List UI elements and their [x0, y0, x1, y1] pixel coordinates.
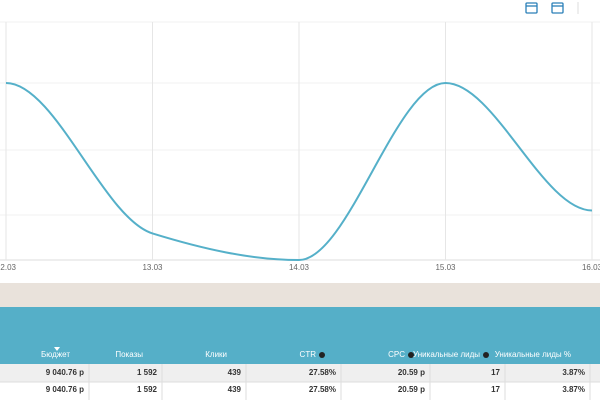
cell: 20.59 р [398, 385, 425, 394]
x-tick-label: 14.03 [289, 263, 310, 272]
chart: 12.03 13.03 14.03 15.03 16.03 [0, 22, 600, 272]
cell: 9 040.76 р [46, 385, 84, 394]
cell: 1 592 [137, 368, 158, 377]
cell: 27.58% [309, 385, 336, 394]
table: Бюджет Показы Клики CTR CPC Уникальные лиды Ун… [41, 350, 591, 400]
cell: 3.87% [562, 385, 585, 394]
column-header: Бюджет [41, 350, 70, 359]
table-header [0, 307, 600, 364]
divider-band [0, 283, 600, 307]
column-header: Уникальные лиды % [495, 350, 571, 359]
help-icon [483, 352, 489, 358]
cell: 439 [228, 368, 242, 377]
line-series [5, 81, 593, 262]
cell: 17 [491, 368, 500, 377]
column-header: CTR [300, 350, 317, 359]
column-header: Показы [115, 350, 143, 359]
calendar-compare-icon[interactable] [551, 2, 564, 14]
cell: 439 [228, 385, 242, 394]
row-bg [0, 364, 600, 382]
x-tick-label: 12.03 [0, 263, 17, 272]
cell: 17 [491, 385, 500, 394]
x-tick-label: 16.03 [582, 263, 600, 272]
cell: 3.87% [562, 368, 585, 377]
sort-indicator[interactable] [54, 347, 60, 351]
help-icon [408, 352, 414, 358]
column-header: Клики [205, 350, 227, 359]
x-tick-label: 15.03 [435, 263, 456, 272]
column-header: Уникальные лиды [413, 350, 480, 359]
cell: 20.59 р [398, 368, 425, 377]
column-header: CPC [388, 350, 405, 359]
cell: 1 592 [137, 385, 158, 394]
x-tick-label: 13.03 [142, 263, 163, 272]
cell: 9 040.76 р [46, 368, 84, 377]
help-icon [319, 352, 325, 358]
toolbar [0, 2, 600, 23]
calendar-icon[interactable] [525, 2, 538, 14]
cell: 27.58% [309, 368, 336, 377]
